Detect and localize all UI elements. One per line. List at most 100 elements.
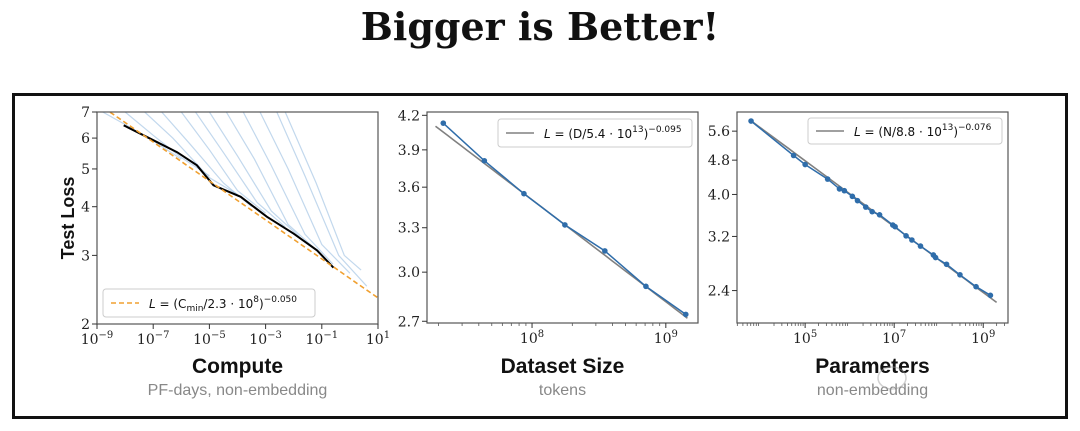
x-tick-exponent: 5: [811, 329, 817, 340]
axes-frame: [736, 111, 1009, 324]
data-point: [943, 261, 950, 268]
legend-text-part: −0.076: [958, 123, 992, 133]
x-tick-base: 10: [81, 332, 99, 348]
y-tick-label: 2.7: [398, 314, 420, 330]
data-point: [790, 152, 797, 159]
x-tick-base: 10: [193, 332, 211, 348]
data-point: [748, 118, 754, 124]
data-point: [824, 176, 831, 182]
x-tick-base: 10: [366, 332, 384, 348]
data-point: [802, 161, 808, 168]
training-curve: [284, 112, 362, 271]
x-tick-exponent: −3: [267, 330, 282, 341]
x-tick-exponent: −9: [99, 330, 114, 341]
data-point: [909, 237, 915, 243]
legend-text-part: = (C: [156, 297, 187, 311]
x-tick-label: 109: [971, 329, 995, 347]
legend: L = (Cmin/2.3 · 108)−0.050: [102, 288, 316, 318]
legend-text-part: ): [644, 127, 649, 141]
axes-frame: [426, 111, 699, 324]
x-axis-title: Dataset Size: [501, 355, 625, 378]
x-tick-exponent: 9: [672, 329, 678, 340]
legend-text-part: = (D/5.4 · 10: [551, 127, 632, 141]
x-tick-exponent: 7: [900, 329, 906, 340]
plot-area: [435, 120, 689, 319]
x-tick-base: 10: [793, 331, 811, 347]
legend-text-part: 13: [632, 125, 643, 135]
data-point: [849, 193, 856, 200]
x-axis-title: Parameters: [815, 355, 929, 378]
legend-text-part: ): [259, 297, 264, 311]
y-tick-label: 3.9: [398, 143, 420, 159]
legend-text-part: 13: [942, 123, 953, 133]
data-point: [917, 243, 924, 249]
x-tick-base: 10: [520, 331, 538, 347]
x-tick-label: 101: [366, 330, 390, 348]
compute-frontier-line: [123, 124, 335, 269]
x-tick-base: 10: [137, 332, 155, 348]
x-tick-base: 10: [882, 331, 900, 347]
legend-text-part: min: [186, 304, 203, 314]
data-point: [521, 190, 527, 197]
x-tick-exponent: 1: [384, 330, 390, 341]
x-tick-base: 10: [654, 331, 672, 347]
y-tick-label: 3: [81, 248, 90, 264]
data-point: [682, 311, 689, 318]
chart-panel-1: 10−9 10−7 10−5 10−3 10−1 101234567ComputePF-d…: [58, 105, 390, 399]
y-tick-label: 4.0: [708, 187, 730, 203]
data-point: [562, 222, 568, 228]
y-tick-label: 7: [81, 105, 90, 121]
data-series-line: [750, 120, 991, 296]
x-tick-exponent: −1: [323, 330, 338, 341]
data-point: [862, 204, 869, 210]
data-point: [643, 283, 649, 290]
y-axis-title: Test Loss: [58, 177, 78, 260]
y-tick-label: 4.2: [398, 108, 420, 124]
training-curve: [259, 112, 351, 274]
x-tick-label: 108: [520, 329, 544, 347]
data-point: [903, 233, 909, 239]
data-point: [841, 187, 848, 194]
y-tick-label: 3.6: [398, 180, 420, 196]
data-point: [957, 271, 963, 278]
y-tick-label: 6: [81, 131, 90, 147]
watermark-logo: [877, 366, 907, 390]
data-series-line: [442, 122, 687, 316]
power-law-fit-line: [108, 112, 378, 299]
x-tick-label: 10−7: [137, 330, 170, 348]
data-point: [869, 208, 875, 215]
y-tick-label: 5: [81, 162, 90, 178]
training-curve: [144, 112, 238, 196]
x-tick-label: 109: [654, 329, 678, 347]
data-point: [987, 292, 994, 299]
data-point: [973, 283, 979, 290]
plot-area: [748, 118, 998, 304]
y-tick-label: 3.0: [398, 265, 420, 281]
x-tick-label: 10−9: [81, 330, 114, 348]
y-tick-label: 3.3: [398, 221, 420, 237]
data-point: [602, 248, 608, 254]
data-point: [892, 223, 898, 230]
legend-box: [497, 118, 693, 148]
training-curve: [161, 112, 253, 208]
y-tick-label: 5.6: [708, 124, 730, 140]
training-curve: [180, 112, 266, 214]
legend-text-part: −0.050: [264, 295, 298, 305]
training-curve: [225, 112, 317, 251]
training-curve: [208, 112, 300, 238]
legend-label: L = (Cmin/2.3 · 108)−0.050: [149, 295, 297, 314]
legend-text-part: = (N/8.8 · 10: [861, 125, 942, 139]
data-point: [876, 212, 883, 218]
x-tick-exponent: 8: [538, 329, 544, 340]
x-axis-subtitle: tokens: [539, 382, 586, 399]
legend-label: L = (D/5.4 · 1013)−0.095: [544, 125, 682, 141]
x-tick-label: 10−5: [193, 330, 226, 348]
legend: L = (N/8.8 · 1013)−0.076: [807, 117, 1003, 145]
legend-label: L = (N/8.8 · 1013)−0.076: [854, 123, 992, 139]
x-tick-label: 105: [793, 329, 817, 347]
data-point: [932, 254, 939, 261]
x-tick-base: 10: [971, 331, 989, 347]
legend-text-part: ): [953, 125, 958, 139]
